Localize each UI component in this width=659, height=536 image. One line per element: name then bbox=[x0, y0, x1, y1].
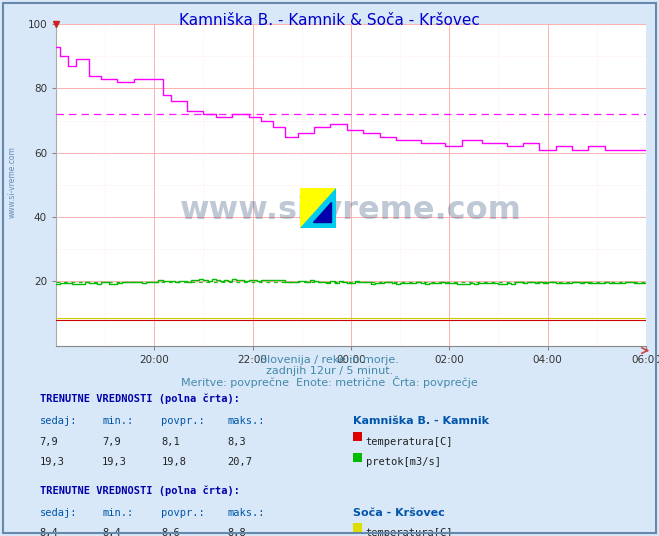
Polygon shape bbox=[312, 202, 331, 222]
Text: maks.:: maks.: bbox=[227, 508, 265, 518]
Text: Kamniška B. - Kamnik: Kamniška B. - Kamnik bbox=[353, 416, 488, 427]
Text: temperatura[C]: temperatura[C] bbox=[366, 437, 453, 447]
Text: min.:: min.: bbox=[102, 508, 133, 518]
Text: 7,9: 7,9 bbox=[102, 437, 121, 447]
Text: sedaj:: sedaj: bbox=[40, 508, 77, 518]
Text: Slovenija / reke in morje.: Slovenija / reke in morje. bbox=[260, 355, 399, 365]
Text: 8,8: 8,8 bbox=[227, 528, 246, 536]
Text: min.:: min.: bbox=[102, 416, 133, 427]
Text: povpr.:: povpr.: bbox=[161, 416, 205, 427]
Text: 19,8: 19,8 bbox=[161, 457, 186, 467]
Text: zadnjih 12ur / 5 minut.: zadnjih 12ur / 5 minut. bbox=[266, 366, 393, 376]
Text: 7,9: 7,9 bbox=[40, 437, 58, 447]
Text: Soča - Kršovec: Soča - Kršovec bbox=[353, 508, 444, 518]
Text: maks.:: maks.: bbox=[227, 416, 265, 427]
Text: 8,1: 8,1 bbox=[161, 437, 180, 447]
Text: 19,3: 19,3 bbox=[40, 457, 65, 467]
Text: 8,6: 8,6 bbox=[161, 528, 180, 536]
Text: 8,4: 8,4 bbox=[102, 528, 121, 536]
Text: www.si-vreme.com: www.si-vreme.com bbox=[180, 195, 522, 226]
Text: 8,3: 8,3 bbox=[227, 437, 246, 447]
Text: TRENUTNE VREDNOSTI (polna črta):: TRENUTNE VREDNOSTI (polna črta): bbox=[40, 485, 239, 496]
Text: pretok[m3/s]: pretok[m3/s] bbox=[366, 457, 441, 467]
Polygon shape bbox=[300, 188, 336, 228]
Text: 19,3: 19,3 bbox=[102, 457, 127, 467]
Text: Meritve: povprečne  Enote: metrične  Črta: povprečje: Meritve: povprečne Enote: metrične Črta:… bbox=[181, 376, 478, 388]
Text: Kamniška B. - Kamnik & Soča - Kršovec: Kamniška B. - Kamnik & Soča - Kršovec bbox=[179, 13, 480, 28]
Text: TRENUTNE VREDNOSTI (polna črta):: TRENUTNE VREDNOSTI (polna črta): bbox=[40, 394, 239, 405]
Text: temperatura[C]: temperatura[C] bbox=[366, 528, 453, 536]
Polygon shape bbox=[300, 188, 336, 228]
Text: sedaj:: sedaj: bbox=[40, 416, 77, 427]
Text: 20,7: 20,7 bbox=[227, 457, 252, 467]
Text: povpr.:: povpr.: bbox=[161, 508, 205, 518]
Text: 8,4: 8,4 bbox=[40, 528, 58, 536]
Text: www.si-vreme.com: www.si-vreme.com bbox=[8, 146, 17, 218]
